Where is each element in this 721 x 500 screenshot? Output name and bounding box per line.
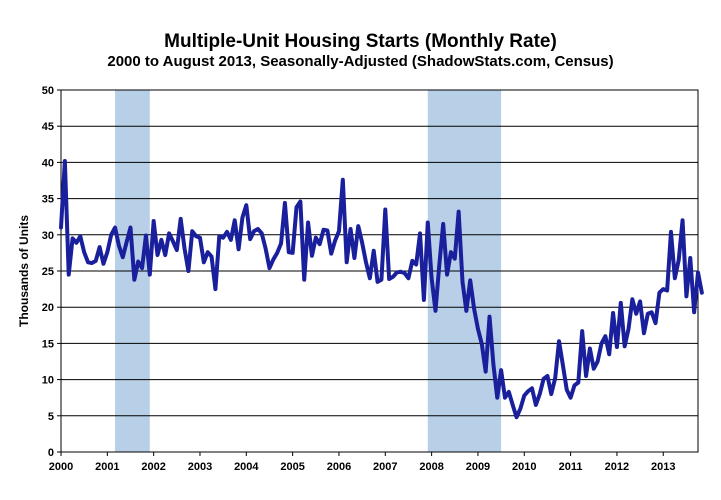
y-tick-label: 0 (48, 447, 54, 459)
x-tick-label: 2005 (280, 461, 304, 473)
x-tick-label: 2010 (512, 461, 536, 473)
x-tick-label: 2012 (605, 461, 629, 473)
x-tick-label: 2003 (188, 461, 212, 473)
y-tick-label: 45 (42, 121, 54, 133)
x-tick-label: 2000 (49, 461, 73, 473)
chart-title: Multiple-Unit Housing Starts (Monthly Ra… (164, 31, 557, 52)
x-tick-label: 2006 (327, 461, 351, 473)
y-tick-label: 40 (42, 157, 54, 169)
y-axis: 0 5 10 15 20 25 30 35 40 45 50 (42, 85, 61, 459)
series-line-housing-starts (59, 158, 704, 420)
chart-subtitle: 2000 to August 2013, Seasonally-Adjusted… (107, 53, 614, 70)
y-tick-label: 5 (48, 411, 54, 423)
x-tick-label: 2007 (373, 461, 397, 473)
x-tick-label: 2004 (234, 461, 259, 473)
x-tick-label: 2009 (466, 461, 490, 473)
y-tick-label: 25 (42, 266, 54, 278)
x-axis: 2000 2001 2002 2003 2004 2005 2006 2007 2008 2009… (49, 452, 675, 473)
gridlines (61, 125, 698, 417)
y-tick-label: 35 (42, 194, 54, 206)
x-tick-label: 2001 (95, 461, 119, 473)
y-tick-label: 20 (42, 302, 54, 314)
y-tick-label: 15 (42, 338, 54, 350)
y-tick-label: 30 (42, 230, 54, 242)
y-tick-label: 10 (42, 375, 54, 387)
x-tick-label: 2013 (651, 461, 675, 473)
y-tick-label: 50 (42, 85, 54, 97)
x-tick-label: 2011 (559, 461, 583, 473)
x-tick-label: 2002 (141, 461, 165, 473)
y-axis-label: Thousands of Units (17, 215, 31, 327)
x-tick-label: 2008 (419, 461, 443, 473)
